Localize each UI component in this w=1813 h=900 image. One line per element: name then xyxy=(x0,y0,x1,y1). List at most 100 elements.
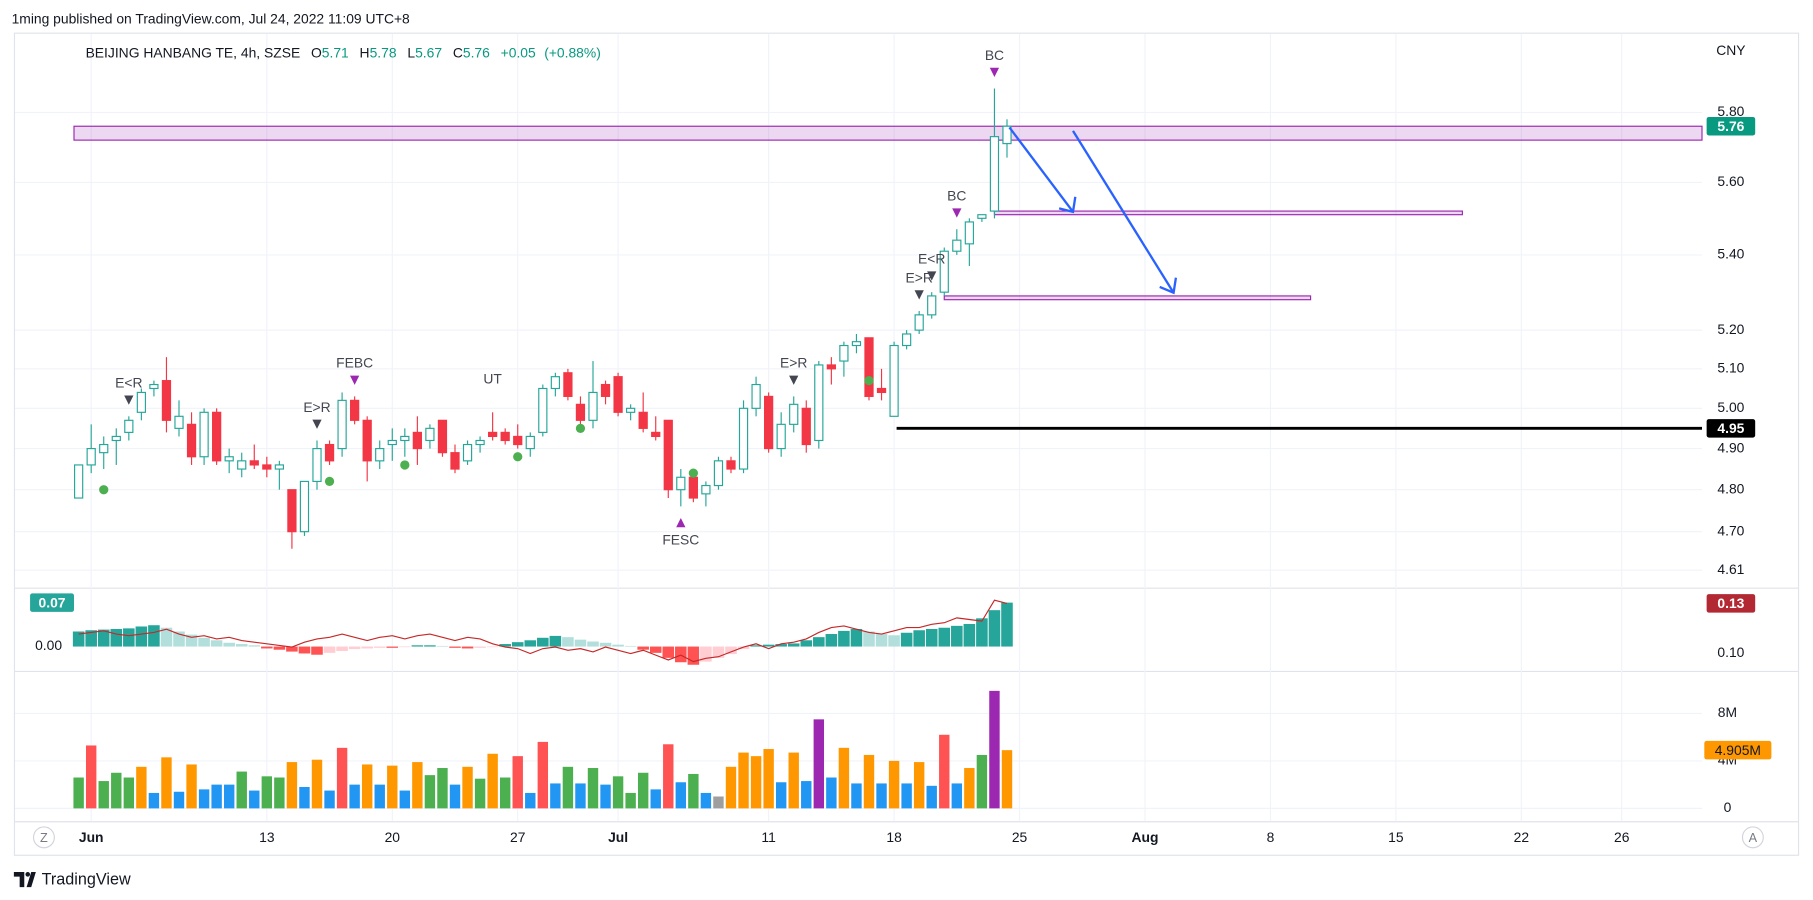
volume-bar xyxy=(336,747,348,809)
histogram-bar xyxy=(675,646,687,663)
histogram-bar xyxy=(223,642,235,647)
histogram-bar xyxy=(499,644,511,647)
button-circle[interactable] xyxy=(1741,826,1764,849)
price-badge-label: 4.95 xyxy=(1717,420,1744,436)
legend-key: H xyxy=(360,44,370,60)
histogram-bar xyxy=(361,646,373,649)
volume-bar xyxy=(939,734,950,809)
histogram-bar xyxy=(110,628,123,647)
signal-dot xyxy=(324,476,335,487)
candle-body xyxy=(450,452,460,470)
button-label[interactable]: Z xyxy=(40,830,48,845)
histogram-bar xyxy=(925,628,938,647)
signal-triangle xyxy=(676,517,686,528)
y-tick-label: 5.00 xyxy=(1717,399,1744,415)
histogram-bar xyxy=(612,644,624,647)
legend-value: 5.67 xyxy=(415,44,442,60)
histogram-bar xyxy=(700,646,712,662)
value-badge xyxy=(1706,594,1756,613)
candle-body xyxy=(613,376,623,413)
candle-body xyxy=(513,435,523,446)
histogram-bar xyxy=(875,634,888,647)
button-circle[interactable] xyxy=(32,826,55,849)
histogram-bar xyxy=(85,630,97,647)
price-zone xyxy=(943,295,1312,301)
candle-body xyxy=(1002,125,1012,145)
candle-body xyxy=(375,448,385,462)
signal-triangle xyxy=(124,395,134,405)
histogram-bar xyxy=(574,639,587,647)
signal-dot xyxy=(513,452,523,462)
histogram-bar xyxy=(938,627,951,647)
volume-bar xyxy=(838,747,850,809)
histogram-bar xyxy=(562,637,574,647)
legend-change-pct: (+0.88%) xyxy=(544,44,601,60)
legend-key: O xyxy=(311,44,322,60)
volume-bar xyxy=(286,762,298,809)
histogram-bar xyxy=(737,646,750,650)
signal-label: E>R xyxy=(780,355,807,371)
histogram-bar xyxy=(624,645,637,647)
legend-value: 5.78 xyxy=(370,44,397,60)
x-tick-label: 11 xyxy=(761,829,776,845)
candle-body xyxy=(212,411,222,462)
signal-line xyxy=(78,599,1008,663)
histogram-bar xyxy=(135,626,148,647)
y-tick-label: 4.61 xyxy=(1717,561,1744,577)
volume-bar xyxy=(136,766,147,809)
candle-body xyxy=(776,423,786,450)
auto-scale-button[interactable]: A xyxy=(1741,826,1764,849)
candle-body xyxy=(738,407,749,470)
footer-logo: TradingView xyxy=(13,870,131,888)
candle-body xyxy=(789,403,799,425)
candle-body xyxy=(237,460,247,470)
volume-bar xyxy=(462,766,473,809)
histogram-bar xyxy=(762,644,775,647)
x-tick-label: 20 xyxy=(385,829,401,845)
volume-bar xyxy=(738,752,749,809)
volume-bar xyxy=(625,792,636,809)
scale-button[interactable]: Z xyxy=(32,826,55,849)
histogram-bar xyxy=(712,646,725,658)
candle-body xyxy=(124,419,134,433)
candle-body xyxy=(224,456,234,462)
candle-body xyxy=(299,480,310,533)
plot-area xyxy=(72,67,1703,809)
volume-bar xyxy=(73,777,84,809)
volume-bar xyxy=(637,772,649,809)
candle-body xyxy=(324,443,335,462)
volume-bar xyxy=(675,782,687,809)
histogram-bar xyxy=(386,646,399,648)
volume-bar xyxy=(311,759,323,809)
candle-body xyxy=(500,431,510,442)
histogram-bar xyxy=(988,610,1001,647)
candle-body xyxy=(525,435,535,450)
histogram-bar xyxy=(411,645,424,647)
histogram-bar xyxy=(599,642,612,647)
left-tick-label: 0.00 xyxy=(35,637,62,653)
candle-body xyxy=(989,136,1000,212)
signal-dot xyxy=(688,468,698,478)
candle-body xyxy=(964,221,974,245)
volume-bar xyxy=(123,777,135,809)
signal-label: E<R xyxy=(918,250,945,266)
histogram-bar xyxy=(850,628,863,647)
button-label[interactable]: A xyxy=(1749,830,1758,845)
candle-body xyxy=(588,391,598,421)
arrow xyxy=(1072,130,1175,294)
histogram-bar xyxy=(649,646,662,653)
histogram-bar xyxy=(963,623,976,647)
volume-bar xyxy=(587,768,599,809)
histogram-bar xyxy=(399,646,411,648)
price-zone xyxy=(993,210,1463,216)
volume-bar xyxy=(725,766,737,809)
volume-bar xyxy=(901,783,912,809)
volume-bar xyxy=(399,790,411,809)
blue-arrows xyxy=(1008,126,1178,295)
candle-body xyxy=(939,250,949,293)
price-badge-label: 5.76 xyxy=(1717,118,1744,134)
volume-bar xyxy=(525,792,536,809)
candle-body xyxy=(663,419,673,491)
signal-dot xyxy=(99,485,109,495)
